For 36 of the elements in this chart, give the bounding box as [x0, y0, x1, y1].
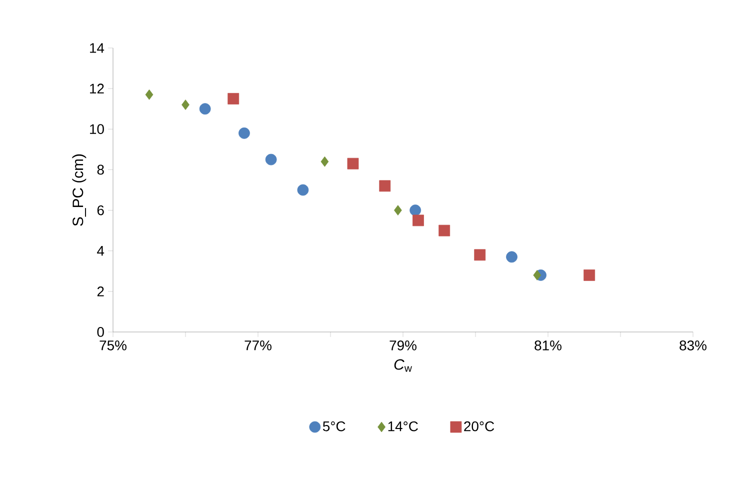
point — [474, 249, 486, 261]
legend-label: 20°C — [464, 421, 494, 432]
point — [238, 127, 250, 139]
y-tick-label: 2 — [97, 286, 104, 296]
point — [320, 156, 329, 167]
y-tick-label: 10 — [90, 124, 104, 134]
point — [412, 214, 424, 226]
point — [265, 154, 277, 166]
x-tick-label: 77% — [244, 340, 272, 350]
x-tick-label: 79% — [390, 340, 416, 350]
x-tick-label: 81% — [534, 340, 562, 350]
point — [145, 89, 154, 100]
y-tick-label: 14 — [90, 43, 104, 53]
x-tick-label: 83% — [680, 340, 706, 350]
y-tick-label: 12 — [90, 84, 104, 94]
y-axis-title: S_PC (cm) — [72, 154, 86, 226]
point — [199, 103, 211, 115]
y-tick-label: 4 — [97, 246, 104, 256]
legend-label: 14°C — [388, 421, 418, 432]
point — [297, 184, 309, 196]
point — [410, 204, 422, 216]
point — [438, 224, 450, 236]
point — [394, 205, 402, 216]
x-axis-title: C$_{w}$ — [394, 359, 412, 372]
point — [347, 158, 359, 170]
point — [506, 251, 518, 263]
y-tick-label: 6 — [97, 205, 104, 216]
y-tick-label: 8 — [97, 164, 104, 175]
point — [228, 93, 240, 104]
legend-label: 5°C — [322, 421, 346, 432]
point — [584, 269, 596, 281]
point — [533, 270, 542, 280]
point — [379, 180, 391, 192]
y-tick-label: 0 — [97, 327, 104, 337]
x-tick-label: 75% — [100, 340, 126, 350]
point — [182, 100, 190, 110]
